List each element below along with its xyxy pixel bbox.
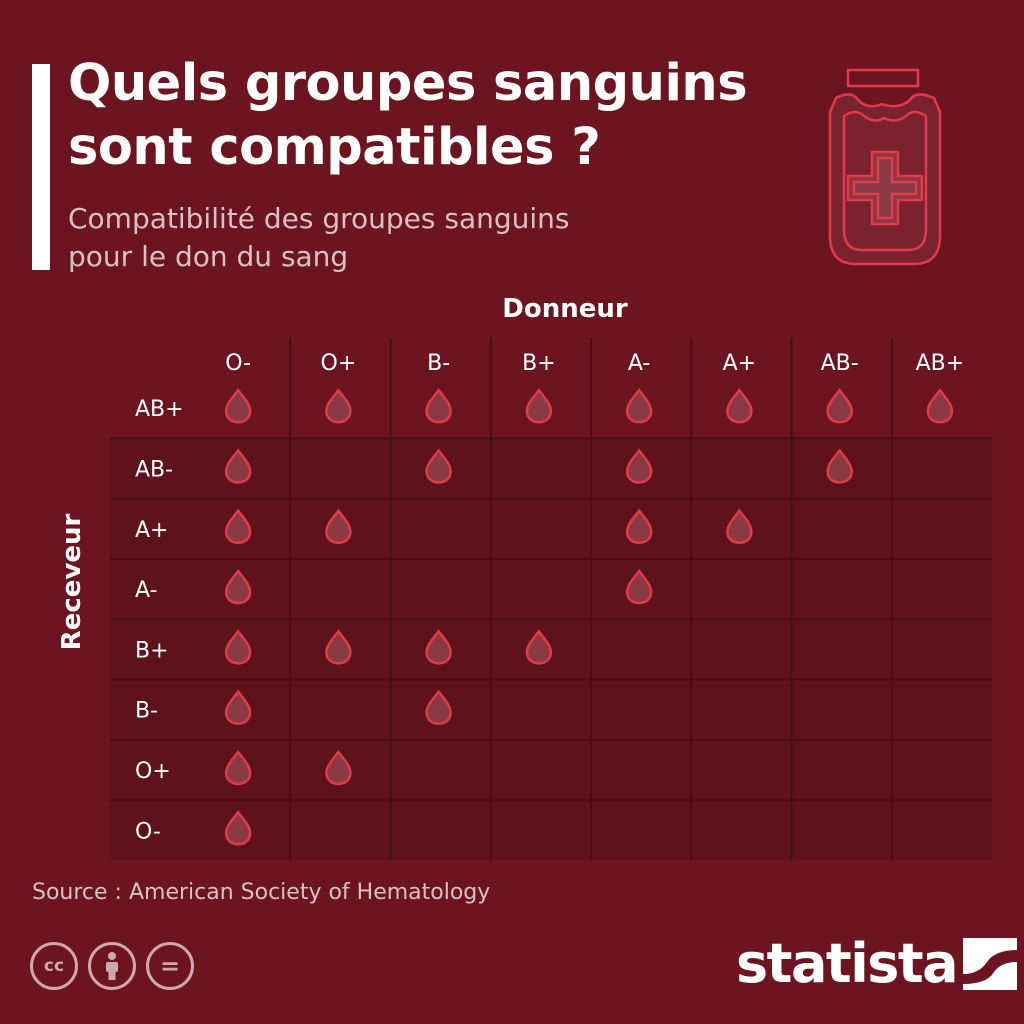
blood-drop-icon — [525, 388, 553, 424]
blood-drop-icon — [224, 508, 252, 545]
subtitle-line-2: pour le don du sang — [68, 240, 349, 273]
table-row-background — [110, 559, 992, 619]
row-label: B- — [135, 699, 158, 724]
row-label: O+ — [135, 759, 171, 784]
title-accent-bar — [32, 64, 50, 270]
blood-bag-icon — [828, 68, 942, 266]
blood-drop-icon — [224, 629, 252, 665]
blood-drop-icon — [625, 448, 653, 484]
cc-icon: cc — [30, 942, 78, 990]
blood-drop-icon — [325, 388, 352, 424]
attribution-icon — [88, 942, 136, 990]
blood-drop-icon — [325, 749, 352, 786]
blood-drop-icon — [425, 388, 452, 424]
column-header: AB+ — [916, 351, 965, 376]
license-icons: cc = — [30, 942, 194, 990]
blood-drop-icon — [325, 508, 352, 545]
statista-logo: statista — [736, 932, 1018, 995]
row-label: B+ — [135, 638, 169, 663]
column-header: B- — [427, 351, 450, 376]
column-header: A- — [628, 351, 651, 376]
column-header: AB- — [821, 351, 859, 376]
blood-drop-icon — [726, 508, 753, 545]
blood-drop-icon — [224, 689, 252, 725]
brand-name: statista — [736, 932, 959, 995]
no-derivatives-icon: = — [146, 942, 194, 990]
row-label: A- — [135, 578, 158, 603]
row-label: O- — [135, 819, 161, 844]
blood-drop-icon — [826, 448, 853, 484]
column-header: O+ — [321, 351, 357, 376]
blood-drop-icon — [625, 388, 653, 424]
page-subtitle: Compatibilité des groupes sanguins pour … — [68, 200, 768, 276]
blood-drop-icon — [826, 388, 853, 424]
row-label: AB- — [135, 457, 173, 482]
title-line-2: sont compatibles ? — [68, 118, 601, 177]
statista-mark-icon — [963, 938, 1018, 990]
blood-drop-icon — [625, 508, 653, 545]
table-row-background — [110, 499, 992, 558]
blood-drop-icon — [425, 689, 452, 725]
blood-drop-icon — [625, 568, 653, 605]
blood-drop-icon — [325, 629, 352, 665]
column-header: O- — [225, 351, 251, 376]
compatibility-table: O- O+ B- B+ A- A+ AB- AB+ AB+ AB- A+ A- B+ B- O+ O- — [110, 338, 992, 861]
blood-drop-icon — [726, 388, 753, 424]
title-line-1: Quels groupes sanguins — [68, 54, 748, 113]
blood-drop-icon — [525, 629, 553, 665]
x-axis-label: Donneur — [502, 294, 628, 324]
subtitle-line-1: Compatibilité des groupes sanguins — [68, 202, 570, 235]
table-row-background — [110, 740, 992, 800]
source-note: Source : American Society of Hematology — [32, 880, 491, 905]
blood-drop-icon — [425, 629, 452, 665]
page-title: Quels groupes sanguins sont compatibles … — [68, 52, 808, 180]
row-label: AB+ — [135, 397, 184, 422]
column-header: A+ — [723, 351, 756, 376]
column-header: B+ — [522, 351, 556, 376]
blood-drop-icon — [224, 448, 252, 484]
blood-drop-icon — [224, 388, 252, 424]
row-label: A+ — [135, 518, 168, 543]
table-row-background — [110, 801, 992, 860]
table-row-background — [110, 680, 992, 739]
blood-drop-icon — [224, 810, 252, 846]
blood-drop-icon — [926, 388, 954, 424]
blood-drop-icon — [224, 568, 252, 605]
blood-drop-icon — [425, 448, 452, 484]
blood-drop-icon — [224, 749, 252, 786]
